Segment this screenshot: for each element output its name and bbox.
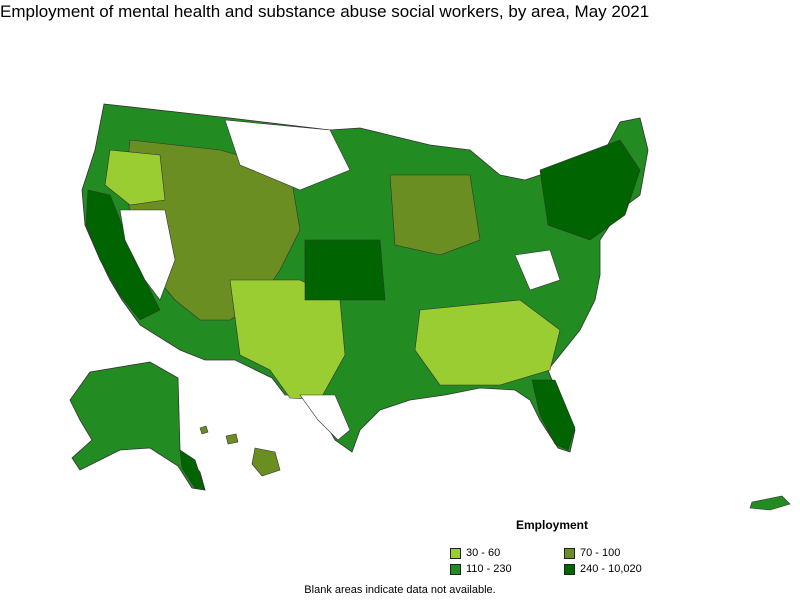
intermountain-region: [104, 149, 166, 206]
alaska-region: [69, 361, 206, 491]
hawaii-island-2: [225, 433, 239, 445]
legend-swatch-2: [564, 547, 575, 559]
florida-region: [531, 379, 576, 451]
alaska-southeast-region: [179, 449, 206, 491]
blank-area-appalachia: [514, 249, 561, 291]
southeast-region: [414, 299, 561, 386]
map-title: Employment of mental health and substanc…: [0, 2, 650, 21]
legend-title: Employment: [516, 518, 589, 532]
great-plains-region: [304, 239, 386, 301]
legend-item-4: 240 - 10,020: [564, 563, 642, 575]
legend-item-3: 110 - 230: [450, 563, 512, 575]
hawaii-island-1: [199, 425, 209, 435]
legend-item-2: 70 - 100: [564, 547, 620, 559]
legend-label-4: 240 - 10,020: [580, 563, 642, 575]
northeast-region: [539, 139, 641, 241]
legend-label-2: 70 - 100: [580, 547, 621, 559]
footnote: Blank areas indicate data not available.: [304, 584, 496, 596]
legend-swatch-1: [450, 547, 461, 559]
pacific-coast-region: [85, 189, 161, 321]
legend-item-1: 30 - 60: [450, 547, 500, 559]
legend-label-1: 30 - 60: [466, 547, 501, 559]
puerto-rico-region: [749, 495, 791, 511]
legend-label-3: 110 - 230: [466, 563, 512, 575]
legend-swatch-4: [564, 563, 575, 575]
blank-area-north: [224, 119, 351, 191]
hawaii-island-3: [251, 447, 281, 477]
midwest-region: [389, 174, 481, 256]
blank-area-nevada: [119, 209, 176, 301]
legend-swatch-3: [450, 563, 461, 575]
blank-area-texas: [299, 394, 351, 441]
